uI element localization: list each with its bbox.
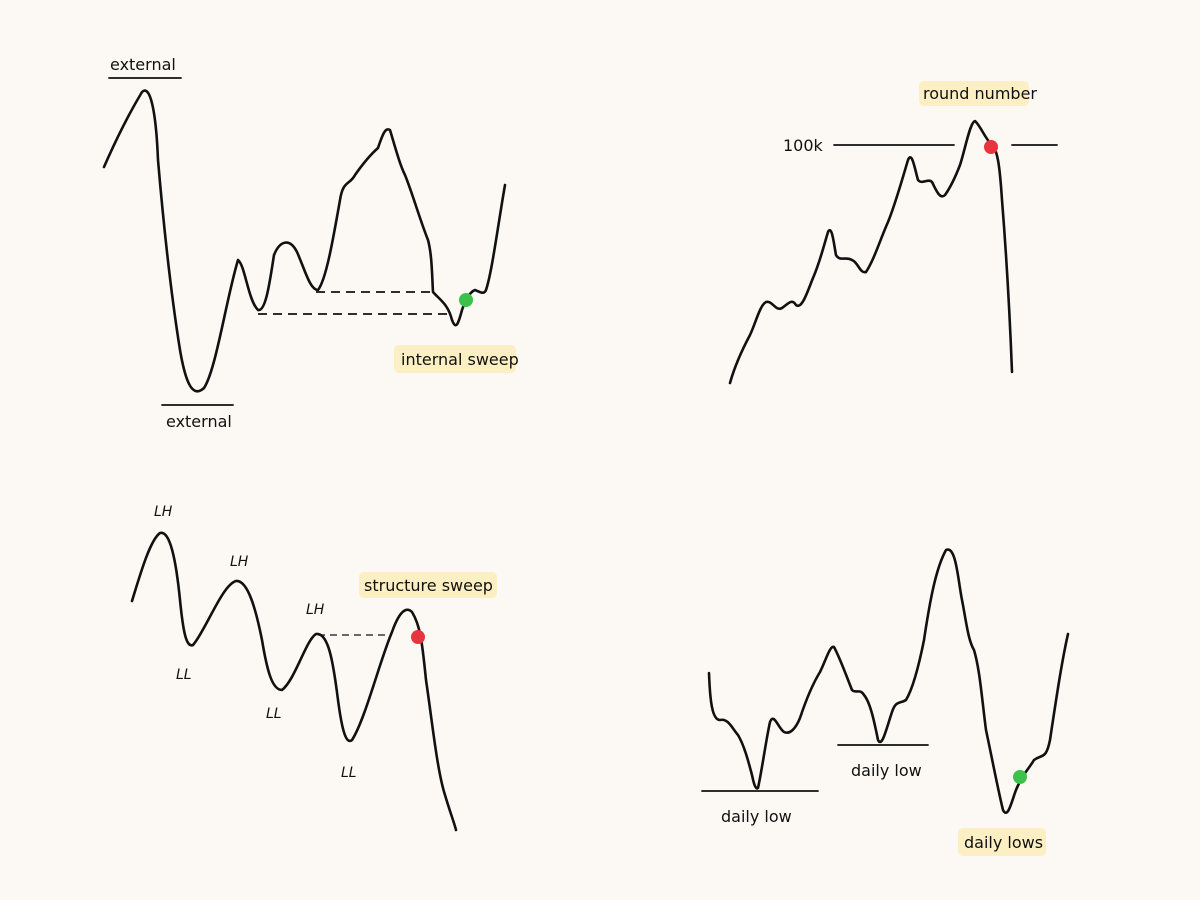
ll-label-3: LL — [341, 765, 357, 781]
ll-label-1: LL — [176, 667, 192, 683]
round-number-dot — [984, 140, 998, 154]
structure-sweep-label: structure sweep — [364, 576, 493, 595]
internal-sweep-highlight — [394, 345, 516, 373]
panel-structure-sweep: LH LH LH LL LL LL structure sweep — [130, 504, 497, 832]
lh-label-2: LH — [230, 554, 249, 570]
price-line-internal — [102, 89, 507, 393]
round-number-highlight — [919, 81, 1029, 106]
daily-low-label-2: daily low — [851, 761, 922, 780]
structure-sweep-dot — [411, 630, 425, 644]
panel-round-number: 100k round number — [728, 81, 1058, 385]
internal-sweep-label: internal sweep — [401, 350, 519, 369]
lh-label-1: LH — [154, 504, 173, 520]
panel-internal-sweep: external external internal sweep — [102, 55, 519, 431]
ll-label-2: LL — [266, 706, 282, 722]
daily-lows-label: daily lows — [964, 833, 1043, 852]
daily-sweep-dot — [1013, 770, 1027, 784]
daily-lows-highlight — [958, 828, 1046, 856]
panel-daily-lows: daily low daily low daily lows — [701, 548, 1070, 856]
structure-sweep-highlight — [359, 572, 497, 598]
price-line-round — [728, 119, 1014, 385]
daily-low-label-1: daily low — [721, 807, 792, 826]
price-line-structure — [130, 531, 458, 832]
internal-sweep-dot — [459, 293, 473, 307]
round-number-title-label: round number — [923, 84, 1037, 103]
external-high-label: external — [110, 55, 176, 74]
external-low-label: external — [166, 412, 232, 431]
lh-label-3: LH — [306, 602, 325, 618]
round-number-value-label: 100k — [783, 136, 824, 155]
price-line-daily — [707, 548, 1070, 814]
